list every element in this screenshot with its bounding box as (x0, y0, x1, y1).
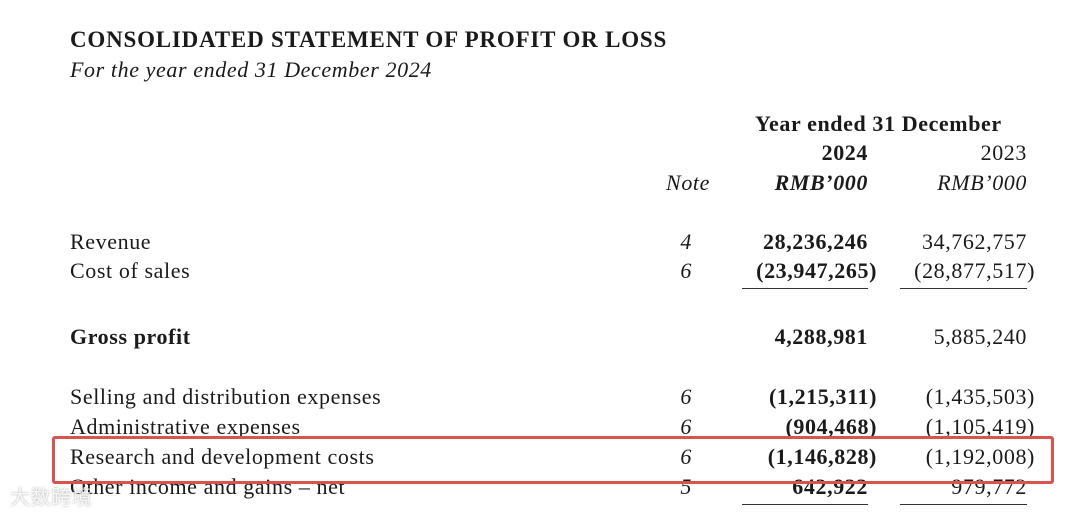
row-note: 5 (680, 474, 692, 499)
underline (742, 288, 868, 289)
current-value: 642,922 (792, 474, 868, 499)
underline (742, 504, 868, 505)
current-value: (904,468) (785, 414, 877, 439)
prior-unit: RMB’000 (937, 170, 1027, 195)
period-header: Year ended 31 December (755, 111, 1002, 136)
prior-value: (1,435,503) (925, 384, 1035, 409)
row-label: Research and development costs (70, 444, 375, 469)
row-label: Selling and distribution expenses (70, 384, 382, 409)
subtitle: For the year ended 31 December 2024 (70, 57, 432, 82)
current-unit: RMB’000 (774, 170, 868, 195)
prior-value: 979,772 (951, 474, 1027, 499)
current-value: (1,215,311) (768, 384, 877, 409)
prior-value: (28,877,517) (914, 258, 1035, 283)
prior-value: (1,105,419) (925, 414, 1035, 439)
current-year: 2024 (821, 140, 868, 165)
underline (900, 288, 1027, 289)
title: CONSOLIDATED STATEMENT OF PROFIT OR LOSS (70, 27, 668, 52)
row-label: Gross profit (70, 324, 191, 349)
row-label: Administrative expenses (70, 414, 301, 439)
underline (900, 504, 1027, 505)
current-value: 4,288,981 (774, 324, 868, 349)
current-value: (1,146,828) (767, 444, 877, 469)
row-note: 6 (680, 444, 692, 469)
note-header: Note (666, 170, 710, 195)
current-value: (23,947,265) (756, 258, 877, 283)
row-note: 6 (680, 414, 692, 439)
highlight-box (52, 436, 1054, 484)
row-label: Other income and gains – net (70, 474, 346, 499)
current-value: 28,236,246 (763, 229, 868, 254)
prior-value: 34,762,757 (922, 229, 1027, 254)
row-note: 4 (680, 229, 692, 254)
watermark: 大数跨境 (10, 485, 93, 509)
row-note: 6 (680, 258, 692, 283)
prior-value: 5,885,240 (933, 324, 1027, 349)
row-label: Cost of sales (70, 258, 191, 283)
row-label: Revenue (70, 229, 152, 254)
prior-value: (1,192,008) (925, 444, 1035, 469)
prior-year: 2023 (980, 140, 1027, 165)
row-note: 6 (680, 384, 692, 409)
